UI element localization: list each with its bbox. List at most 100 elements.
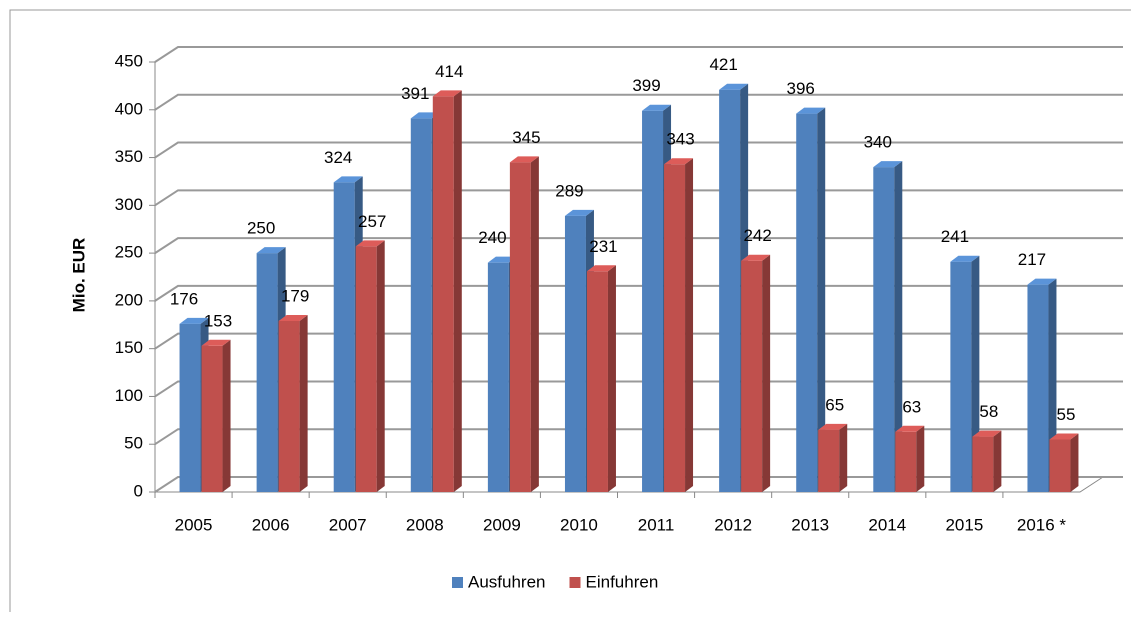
bar-side bbox=[762, 254, 771, 492]
bar-top bbox=[487, 256, 517, 263]
data-label: 391 bbox=[401, 84, 429, 103]
x-tick-label: 2007 bbox=[329, 515, 367, 534]
data-label: 242 bbox=[743, 226, 771, 245]
bar-side bbox=[685, 158, 694, 492]
grid-line bbox=[154, 237, 1123, 254]
x-tick-label: 2010 bbox=[560, 515, 598, 534]
data-label: 343 bbox=[666, 130, 694, 149]
bar bbox=[201, 345, 223, 492]
y-tick-label: 350 bbox=[115, 147, 143, 166]
bar bbox=[333, 182, 355, 492]
y-tick-label: 0 bbox=[134, 481, 143, 500]
bar-side bbox=[993, 430, 1002, 492]
data-label: 414 bbox=[435, 62, 463, 81]
x-tick-label: 2009 bbox=[483, 515, 521, 534]
data-label: 289 bbox=[555, 181, 583, 200]
data-label: 231 bbox=[589, 237, 617, 256]
bar bbox=[410, 118, 432, 492]
x-tick-label: 2013 bbox=[791, 515, 829, 534]
bar-top bbox=[719, 83, 749, 90]
bar-top bbox=[355, 240, 385, 247]
x-tick-label: 2014 bbox=[868, 515, 906, 534]
y-axis-title: Mio. EUR bbox=[69, 238, 88, 313]
chart-border bbox=[9, 9, 1131, 612]
bar-top bbox=[586, 265, 616, 272]
data-label: 176 bbox=[170, 289, 198, 308]
bar-top bbox=[642, 104, 672, 111]
bar-top bbox=[410, 112, 440, 119]
bar-side bbox=[894, 161, 903, 492]
bar bbox=[355, 246, 377, 492]
bar bbox=[1049, 439, 1071, 492]
bar-side bbox=[222, 339, 231, 492]
data-label: 345 bbox=[512, 128, 540, 147]
bar-side bbox=[916, 425, 925, 492]
x-tick-label: 2016 * bbox=[1017, 515, 1067, 534]
data-label: 421 bbox=[709, 55, 737, 74]
bar-side bbox=[817, 107, 826, 492]
x-tick-label: 2005 bbox=[175, 515, 213, 534]
bar-top bbox=[873, 161, 903, 168]
y-tick-label: 200 bbox=[115, 290, 143, 309]
bar-top bbox=[333, 176, 363, 183]
bar-side bbox=[607, 265, 616, 492]
bar-top bbox=[278, 314, 308, 321]
bar-top bbox=[1049, 433, 1079, 440]
bar-top bbox=[509, 156, 539, 163]
bar-side bbox=[299, 314, 308, 492]
bar-side bbox=[1070, 433, 1079, 492]
data-label: 65 bbox=[825, 395, 844, 414]
bar-top bbox=[741, 254, 771, 261]
bar bbox=[509, 162, 531, 493]
data-label: 340 bbox=[864, 133, 892, 152]
y-tick-label: 300 bbox=[115, 195, 143, 214]
bar-top bbox=[950, 255, 980, 262]
legend-label: Einfuhren bbox=[586, 572, 659, 591]
bar bbox=[719, 89, 741, 492]
bar bbox=[818, 429, 840, 492]
x-tick-label: 2008 bbox=[406, 515, 444, 534]
bar-top bbox=[256, 247, 286, 254]
bar-top bbox=[179, 317, 209, 324]
y-tick-label: 150 bbox=[115, 338, 143, 357]
bar-side bbox=[376, 240, 385, 492]
bar-side bbox=[839, 423, 848, 492]
data-label: 153 bbox=[204, 311, 232, 330]
bar bbox=[1027, 284, 1049, 492]
y-tick-label: 100 bbox=[115, 386, 143, 405]
data-label: 63 bbox=[902, 397, 921, 416]
bar bbox=[278, 320, 300, 492]
bar-top bbox=[972, 430, 1002, 437]
grid-line bbox=[154, 141, 1123, 159]
grid-line bbox=[154, 46, 1123, 63]
bar-top bbox=[564, 209, 594, 216]
grid-line bbox=[154, 93, 1123, 111]
x-tick-label: 2011 bbox=[638, 515, 675, 534]
data-label: 179 bbox=[281, 286, 309, 305]
bar bbox=[664, 164, 686, 492]
grid-line bbox=[154, 189, 1123, 207]
bar-top bbox=[895, 425, 925, 432]
bar-top bbox=[201, 339, 231, 346]
bar bbox=[256, 253, 278, 492]
data-label: 257 bbox=[358, 212, 386, 231]
bar-top bbox=[664, 158, 694, 165]
y-tick-label: 450 bbox=[115, 51, 143, 70]
bar bbox=[487, 262, 509, 492]
x-tick-label: 2006 bbox=[252, 515, 290, 534]
legend-swatch bbox=[452, 577, 463, 588]
bar bbox=[796, 113, 818, 492]
data-label: 241 bbox=[941, 227, 969, 246]
data-label: 250 bbox=[247, 219, 275, 238]
bar bbox=[895, 431, 917, 492]
data-label: 396 bbox=[787, 79, 815, 98]
data-label: 217 bbox=[1018, 250, 1046, 269]
data-label: 399 bbox=[632, 76, 660, 95]
bar bbox=[432, 96, 454, 493]
bar bbox=[950, 261, 972, 492]
y-tick-label: 50 bbox=[124, 434, 143, 453]
data-label: 58 bbox=[979, 402, 998, 421]
y-tick-label: 400 bbox=[115, 99, 143, 118]
x-tick-label: 2012 bbox=[714, 515, 752, 534]
